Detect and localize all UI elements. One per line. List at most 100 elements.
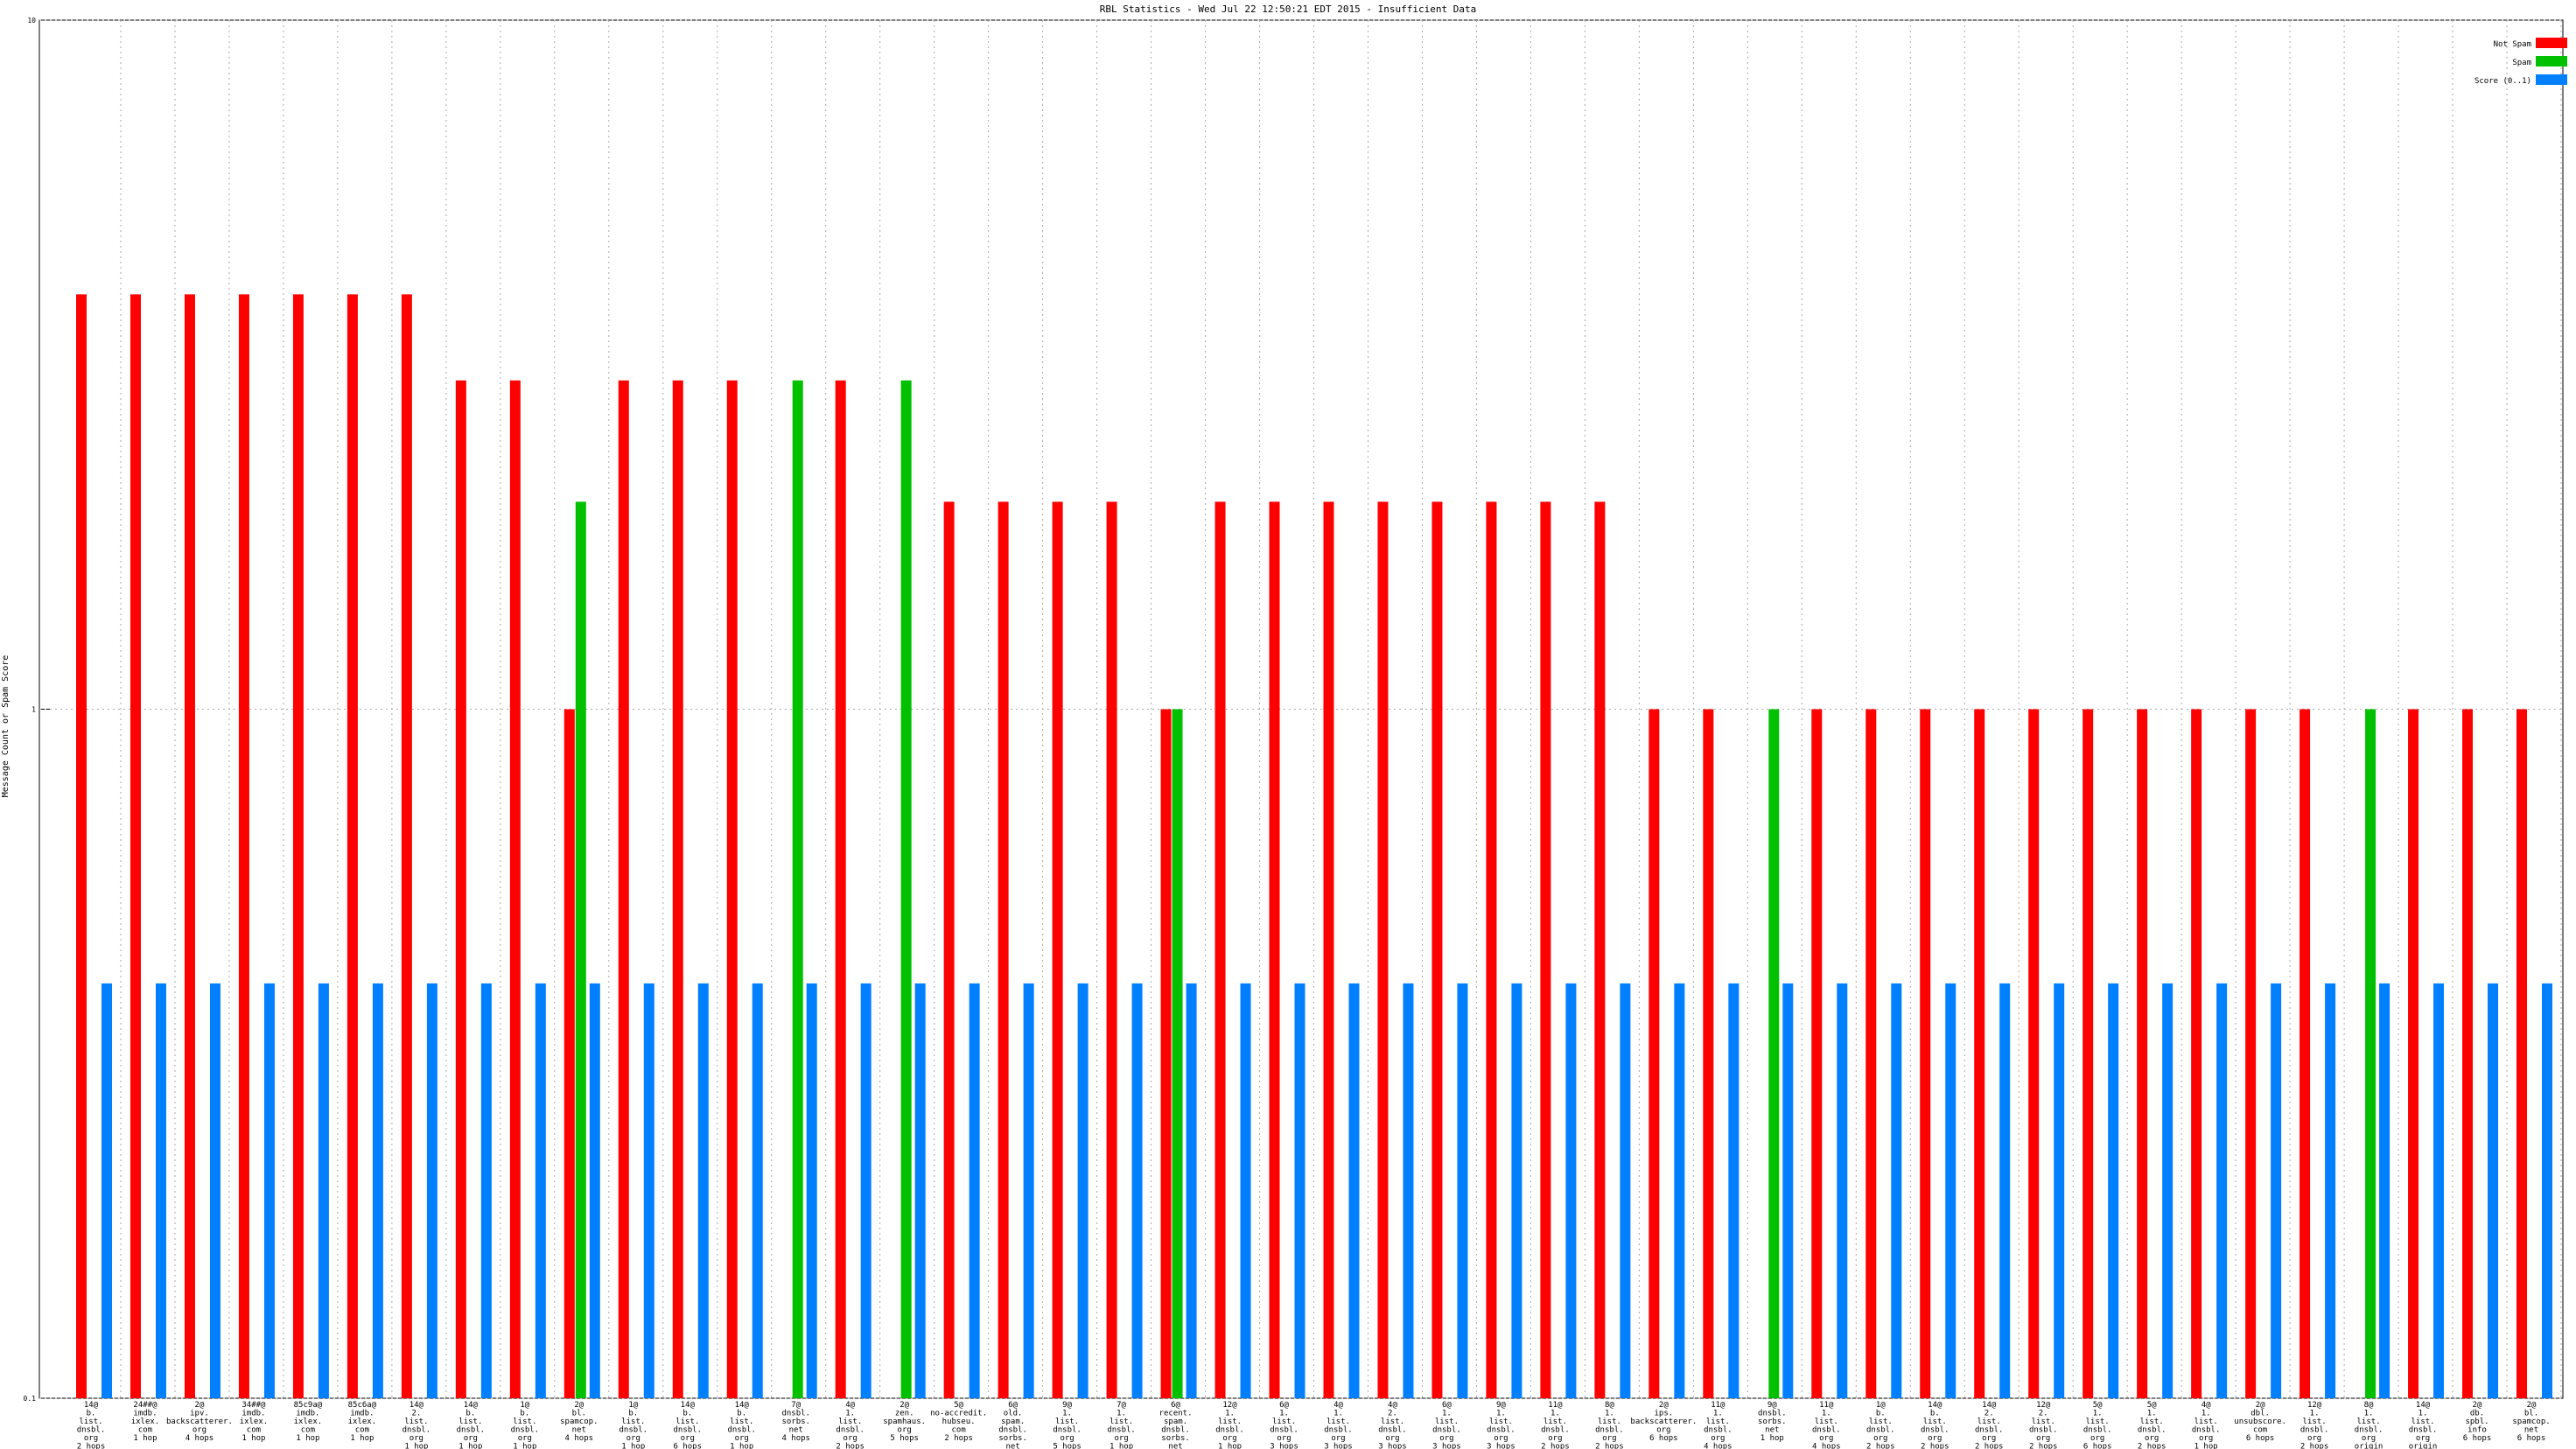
bar: [1348, 983, 1360, 1398]
bar: [2191, 709, 2202, 1398]
bar: [1974, 709, 1985, 1398]
bar: [2137, 709, 2148, 1398]
bar: [1782, 983, 1794, 1398]
legend-swatch: [2536, 56, 2567, 66]
x-tick-label: 4@ 1. list. dnsbl. org 3 hops: [1324, 1401, 1353, 1449]
x-tick-label: 12@ 1. list. dnsbl. org 1 hop: [1215, 1401, 1244, 1449]
bar: [209, 983, 220, 1398]
legend-swatch: [2536, 38, 2567, 48]
bar: [1486, 501, 1497, 1398]
x-tick-label: 2@ db. spbl. info 6 hops: [2463, 1401, 2492, 1443]
bar: [1728, 983, 1740, 1398]
chart-title: RBL Statistics - Wed Jul 22 12:50:21 EDT…: [1100, 4, 1476, 15]
x-tick-label: 7@ dnsbl. sorbs. net 4 hops: [781, 1401, 810, 1443]
bar: [1023, 983, 1034, 1398]
x-tick-label: 24##@ imdb. ixlex. com 1 hop: [131, 1401, 160, 1443]
x-tick-label: 1@ b. list. dnsbl. org 1 hop: [620, 1401, 648, 1449]
x-tick-label: 14@ 2. list. dnsbl. org 2 hops: [1975, 1401, 2004, 1449]
bar: [346, 294, 358, 1399]
bar: [969, 983, 980, 1398]
x-tick-label: 2@ ips. backscatterer. org 6 hops: [1630, 1401, 1697, 1443]
bar: [860, 983, 872, 1398]
bar: [372, 983, 383, 1398]
bar: [76, 294, 87, 1399]
bar: [806, 983, 817, 1398]
x-tick-label: 9@ 1. list. dnsbl. org 3 hops: [1487, 1401, 1516, 1449]
bar: [455, 380, 466, 1399]
x-tick-label: 4@ 1. list. dnsbl. org 1 hop: [2192, 1401, 2221, 1449]
bar: [2488, 983, 2499, 1398]
bar: [1131, 983, 1143, 1398]
bar: [130, 294, 141, 1399]
bar: [589, 983, 600, 1398]
bar: [2408, 709, 2419, 1398]
x-tick-label: 14@ b. list. dnsbl. org 1 hop: [727, 1401, 756, 1449]
bar: [2433, 983, 2445, 1398]
x-tick-label: 6@ 1. list. dnsbl. org 3 hops: [1432, 1401, 1461, 1449]
bar: [1240, 983, 1251, 1398]
y-tick-label: 10: [27, 17, 36, 24]
bar: [102, 983, 112, 1398]
bar: [1269, 501, 1280, 1398]
x-tick-label: 14@ b. list. dnsbl. org 1 hop: [457, 1401, 486, 1449]
bar: [2162, 983, 2174, 1398]
bar: [1811, 709, 1823, 1398]
bar: [726, 380, 738, 1399]
x-tick-label: 2@ bl. spamcop. net 6 hops: [2512, 1401, 2550, 1443]
x-tick-label: 2@ dbl. unsubscore. com 6 hops: [2234, 1401, 2286, 1443]
bar: [1891, 983, 1902, 1398]
x-tick-label: 8@ 1. list. dnsbl. org origin: [2355, 1401, 2384, 1449]
bar: [1323, 501, 1334, 1398]
bar: [1432, 501, 1443, 1398]
bar: [2379, 983, 2390, 1398]
bar: [1648, 709, 1660, 1398]
x-tick-label: 8@ 1. list. dnsbl. org 2 hops: [1595, 1401, 1624, 1449]
bar: [1294, 983, 1306, 1398]
bar: [1160, 709, 1172, 1398]
y-tick-label: 1: [32, 706, 36, 714]
bar: [318, 983, 329, 1398]
x-tick-label: 85c9a@ imdb. ixlex. com 1 hop: [294, 1401, 323, 1443]
bar: [1214, 501, 1226, 1398]
bar: [155, 983, 166, 1398]
bar: [535, 983, 546, 1398]
x-tick-label: 14@ b. list. dnsbl. org 2 hops: [77, 1401, 106, 1449]
bar: [1768, 709, 1780, 1398]
bar: [1674, 983, 1685, 1398]
bar: [643, 983, 654, 1398]
bar: [1594, 501, 1606, 1398]
bar: [2108, 983, 2119, 1398]
x-tick-label: 14@ b. list. dnsbl. org 2 hops: [1921, 1401, 1950, 1449]
bar: [835, 380, 846, 1399]
bar: [1377, 501, 1389, 1398]
bar: [1403, 983, 1414, 1398]
bar: [1511, 983, 1522, 1398]
bar: [575, 501, 586, 1398]
x-tick-label: 4@ 1. list. dnsbl. org 2 hops: [836, 1401, 864, 1449]
bar: [1457, 983, 1468, 1398]
x-tick-label: 11@ 1. list. dnsbl. org 2 hops: [1541, 1401, 1570, 1449]
x-tick-label: 12@ 2. list. dnsbl. org 2 hops: [2029, 1401, 2058, 1449]
bar: [292, 294, 304, 1399]
bar: [2082, 709, 2094, 1398]
bar: [1186, 983, 1197, 1398]
y-axis-label: Message Count or Spam Score: [1, 655, 10, 798]
bar: [1945, 983, 1956, 1398]
bar: [1540, 501, 1551, 1398]
bar: [1837, 983, 1848, 1398]
x-tick-label: 2@ bl. spamcop. net 4 hops: [560, 1401, 598, 1443]
bar: [564, 709, 575, 1398]
bar: [1172, 709, 1183, 1398]
bar: [401, 294, 412, 1399]
bar: [1052, 501, 1063, 1398]
bar: [2216, 983, 2228, 1398]
bar: [509, 380, 521, 1399]
bar: [2054, 983, 2065, 1398]
bar: [1077, 983, 1088, 1398]
bar: [1620, 983, 1631, 1398]
x-tick-label: 14@ 2. list. dnsbl. org 1 hop: [402, 1401, 431, 1449]
